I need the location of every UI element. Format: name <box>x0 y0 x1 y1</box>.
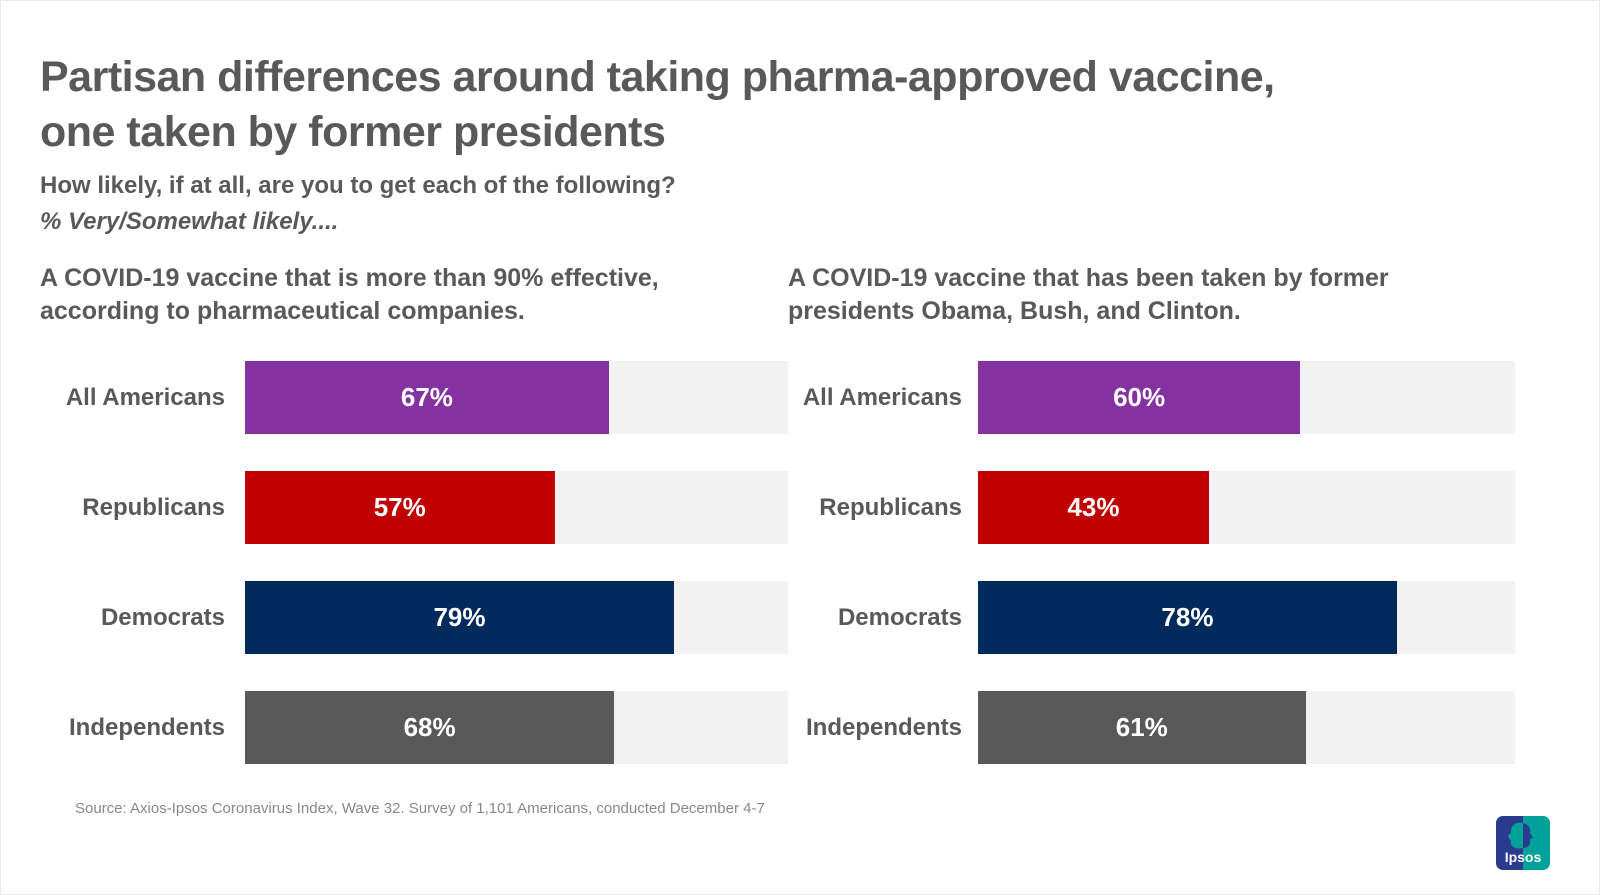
category-label: Republicans <box>82 493 225 521</box>
category-label: All Americans <box>65 383 225 411</box>
bar-row: All Americans 67% <box>40 361 788 435</box>
bar-row: All Americans 60% <box>788 361 1515 435</box>
value-label: 57% <box>373 492 426 523</box>
page-title: Partisan differences around taking pharm… <box>40 50 1600 160</box>
value-label: 78% <box>1161 602 1214 633</box>
bar-row: Republicans 43% <box>788 471 1515 545</box>
bar-row: Independents 61% <box>788 691 1515 765</box>
category-label: Republicans <box>819 493 962 521</box>
category-label: Independents <box>68 713 225 741</box>
bar-track: 57% <box>245 471 788 545</box>
source-note: Source: Axios-Ipsos Coronavirus Index, W… <box>75 800 765 817</box>
logo-text: Ipsos <box>1505 849 1542 865</box>
bar-fill: 60% <box>978 361 1301 435</box>
value-label: 67% <box>400 382 453 413</box>
bar-track: 79% <box>245 581 788 655</box>
page-title-line1: Partisan differences around taking pharm… <box>40 53 1275 101</box>
survey-measure: % Very/Somewhat likely.... <box>40 208 339 236</box>
bar-track: 60% <box>978 361 1515 435</box>
value-label: 68% <box>403 712 456 743</box>
page-title-line2: one taken by former presidents <box>40 108 666 157</box>
ipsos-logo: Ipsos <box>1496 816 1550 870</box>
bar-row: Independents 68% <box>40 691 788 765</box>
bar-track: 78% <box>978 581 1515 655</box>
category-label: Democrats <box>100 603 225 631</box>
bar-row: Democrats 79% <box>40 581 788 655</box>
bar-track: 61% <box>978 691 1515 765</box>
logo-head-back <box>1508 822 1523 849</box>
value-label: 61% <box>1115 712 1168 743</box>
chart-former-presidents: A COVID-19 vaccine that has been taken b… <box>788 262 1515 765</box>
bar-row: Republicans 57% <box>40 471 788 545</box>
charts-container: A COVID-19 vaccine that is more than 90%… <box>40 262 1600 765</box>
bar-fill: 79% <box>245 581 674 655</box>
category-label: Democrats <box>837 603 962 631</box>
survey-question: How likely, if at all, are you to get ea… <box>40 172 676 200</box>
bar-track: 43% <box>978 471 1515 545</box>
bar-chart: All Americans 67% Republicans 57% Democrats 7… <box>40 361 788 765</box>
chart-title: A COVID-19 vaccine that has been taken b… <box>788 264 1389 326</box>
bar-fill: 61% <box>978 691 1306 765</box>
chart-title: A COVID-19 vaccine that is more than 90%… <box>40 264 659 326</box>
bar-track: 67% <box>245 361 788 435</box>
bar-fill: 57% <box>245 471 555 545</box>
category-label: All Americans <box>802 383 962 411</box>
value-label: 79% <box>433 602 486 633</box>
logo-face-profile <box>1523 823 1533 848</box>
chart-pharma-approved: A COVID-19 vaccine that is more than 90%… <box>40 262 788 765</box>
bar-fill: 68% <box>245 691 615 765</box>
bar-fill: 78% <box>978 581 1397 655</box>
bar-fill: 67% <box>245 361 609 435</box>
value-label: 60% <box>1113 382 1166 413</box>
bar-fill: 43% <box>978 471 1209 545</box>
category-label: Independents <box>805 713 962 741</box>
bar-track: 68% <box>245 691 788 765</box>
value-label: 43% <box>1067 492 1120 523</box>
bar-row: Democrats 78% <box>788 581 1515 655</box>
bar-chart: All Americans 60% Republicans 43% Democrats 7… <box>788 361 1515 765</box>
